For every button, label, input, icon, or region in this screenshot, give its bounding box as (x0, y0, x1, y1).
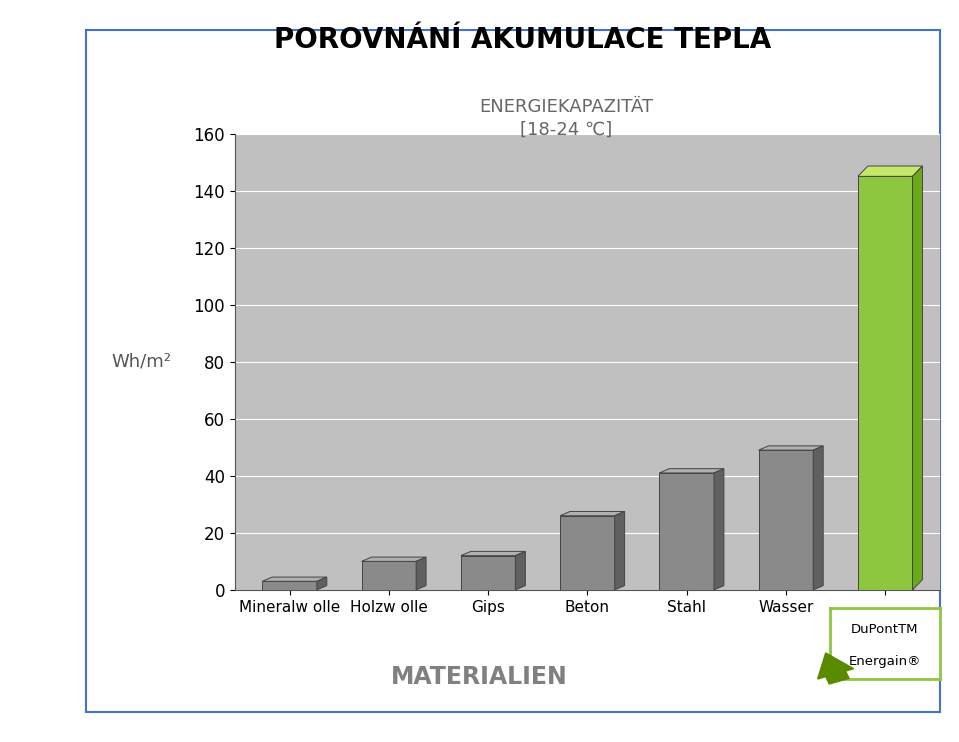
Text: MATERIALIEN: MATERIALIEN (391, 665, 568, 689)
FancyArrow shape (818, 653, 854, 684)
Bar (660, 473, 713, 590)
Bar (362, 562, 416, 590)
Bar (560, 516, 615, 590)
Text: DuPontTM: DuPontTM (851, 623, 919, 636)
Polygon shape (713, 469, 724, 590)
Polygon shape (262, 577, 327, 581)
Polygon shape (615, 511, 624, 590)
Text: ENERGIEKAPAZITÄT: ENERGIEKAPAZITÄT (479, 98, 653, 116)
Y-axis label: Wh/m²: Wh/m² (111, 352, 172, 371)
Polygon shape (461, 551, 526, 556)
Polygon shape (813, 446, 823, 590)
Polygon shape (858, 166, 923, 177)
Text: STAVEBNÍ MATERIÁLY, (5 MM PANELY): STAVEBNÍ MATERIÁLY, (5 MM PANELY) (371, 60, 780, 81)
Polygon shape (362, 557, 426, 562)
Bar (858, 177, 913, 590)
Text: [18-24 ℃]: [18-24 ℃] (520, 121, 612, 139)
Polygon shape (416, 557, 426, 590)
Text: POROVNÁNÍ AKUMULACE TEPLA: POROVNÁNÍ AKUMULACE TEPLA (274, 26, 771, 54)
Bar (262, 581, 316, 590)
Polygon shape (913, 166, 923, 590)
Polygon shape (515, 551, 526, 590)
Bar (759, 450, 813, 590)
Polygon shape (316, 577, 327, 590)
Bar (461, 556, 515, 590)
Text: Energain®: Energain® (849, 654, 921, 668)
Polygon shape (660, 469, 724, 473)
Polygon shape (759, 446, 823, 450)
Polygon shape (560, 511, 624, 516)
